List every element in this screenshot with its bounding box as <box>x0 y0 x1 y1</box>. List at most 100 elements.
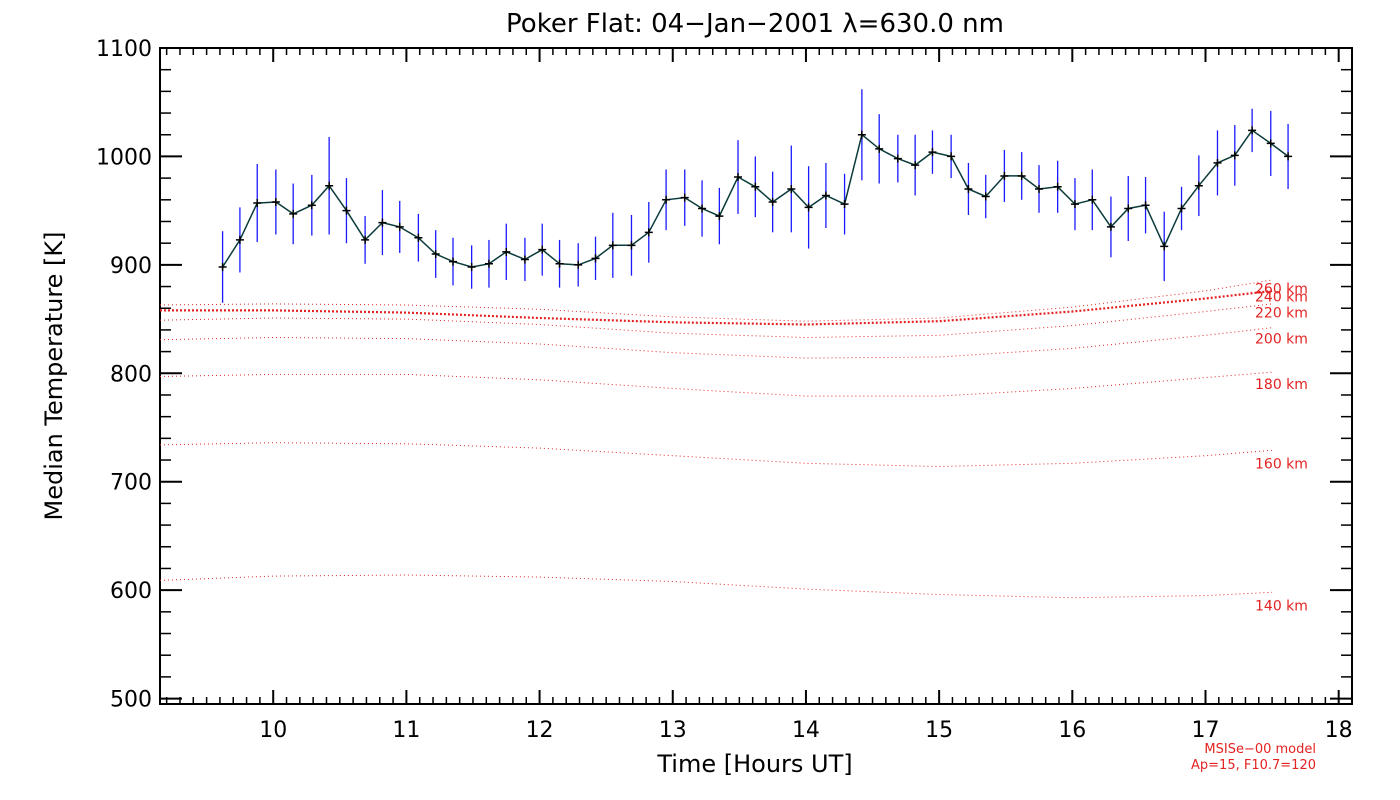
data-point <box>1088 195 1097 204</box>
data-point <box>981 192 990 201</box>
model-temperature-lines <box>159 279 1273 599</box>
y-tick-label: 500 <box>110 688 152 713</box>
data-point <box>768 197 777 206</box>
data-point <box>893 154 902 163</box>
data-point <box>804 203 813 212</box>
data-point <box>1141 201 1150 210</box>
x-tick-label: 10 <box>259 718 287 743</box>
x-tick-label: 17 <box>1191 718 1219 743</box>
data-point <box>1053 182 1062 191</box>
data-point <box>1230 151 1239 160</box>
data-point <box>218 263 227 272</box>
x-tick-label: 16 <box>1058 718 1086 743</box>
data-point <box>964 184 973 193</box>
data-point <box>307 201 316 210</box>
model-line <box>159 371 1273 397</box>
model-line <box>159 303 1273 339</box>
y-axis-label: Median Temperature [K] <box>40 231 68 520</box>
data-point <box>734 173 743 182</box>
y-tick-label: 800 <box>110 362 152 387</box>
data-point <box>431 250 440 259</box>
data-point <box>857 130 866 139</box>
y-axis-ticks: 500 600 700 800 900 1000 1100 <box>96 37 1352 713</box>
y-tick-label: 900 <box>110 254 152 279</box>
model-line <box>159 574 1273 599</box>
data-point <box>253 199 262 208</box>
data-point <box>325 181 334 190</box>
chart-title: Poker Flat: 04−Jan−2001 λ=630.0 nm <box>506 9 1004 39</box>
y-tick-label: 600 <box>110 579 152 604</box>
data-point <box>840 200 849 209</box>
data-point <box>821 191 830 200</box>
data-point <box>1106 222 1115 231</box>
x-tick-label: 14 <box>792 718 820 743</box>
data-point <box>662 195 671 204</box>
x-axis-label: Time [Hours UT] <box>656 750 852 778</box>
data-point <box>342 206 351 215</box>
model-altitude-label: 220 km <box>1255 306 1308 322</box>
error-bars <box>221 89 1289 303</box>
model-line <box>159 279 1273 322</box>
model-altitude-label: 160 km <box>1255 456 1308 472</box>
data-point <box>1035 184 1044 193</box>
data-point <box>947 152 956 161</box>
model-altitude-label: 140 km <box>1255 598 1308 614</box>
y-tick-label: 1000 <box>96 145 152 170</box>
data-point <box>1160 242 1169 251</box>
data-point <box>1213 158 1222 167</box>
data-point <box>1070 200 1079 209</box>
data-point <box>271 197 280 206</box>
model-line <box>160 289 1273 326</box>
model-altitude-label: 260 km <box>1255 282 1308 298</box>
model-altitude-label: 240 km <box>1255 289 1308 305</box>
x-tick-label: 18 <box>1325 718 1353 743</box>
y-tick-label: 1100 <box>96 37 152 62</box>
data-point <box>1017 171 1026 180</box>
x-tick-label: 12 <box>526 718 554 743</box>
measurement-markers <box>218 126 1293 272</box>
data-point <box>289 209 298 218</box>
data-point <box>875 144 884 153</box>
data-point <box>538 245 547 254</box>
data-point <box>1000 171 1009 180</box>
data-point <box>414 233 423 242</box>
data-point <box>502 247 511 256</box>
model-note-line-1: MSISe−00 model <box>1204 742 1316 757</box>
data-point <box>235 235 244 244</box>
data-point <box>555 259 564 268</box>
data-point <box>1266 139 1275 148</box>
data-point <box>1194 181 1203 190</box>
model-altitude-label: 200 km <box>1255 332 1308 348</box>
y-tick-label: 700 <box>110 471 152 496</box>
data-point <box>591 254 600 263</box>
data-point <box>467 263 476 272</box>
data-point <box>715 212 724 221</box>
model-note-line-2: Ap=15, F10.7=120 <box>1191 758 1316 773</box>
data-point <box>698 204 707 213</box>
data-point <box>1124 204 1133 213</box>
data-point <box>1284 152 1293 161</box>
data-point <box>928 148 937 157</box>
data-point <box>1177 204 1186 213</box>
data-point <box>449 257 458 266</box>
data-point <box>644 228 653 237</box>
data-point <box>574 260 583 269</box>
data-point <box>608 241 617 250</box>
x-axis-ticks: 10 11 12 13 14 15 16 17 18 <box>165 48 1353 743</box>
x-tick-label: 11 <box>392 718 420 743</box>
x-tick-label: 15 <box>925 718 953 743</box>
data-point <box>1248 126 1257 135</box>
plot-frame <box>159 47 1353 705</box>
data-point <box>520 255 529 264</box>
x-tick-label: 13 <box>659 718 687 743</box>
data-point <box>751 182 760 191</box>
data-point <box>361 235 370 244</box>
data-point <box>911 161 920 170</box>
data-point <box>378 218 387 227</box>
model-line <box>159 442 1273 468</box>
data-point <box>484 259 493 268</box>
data-point <box>395 222 404 231</box>
data-point <box>787 184 796 193</box>
data-point <box>680 193 689 202</box>
